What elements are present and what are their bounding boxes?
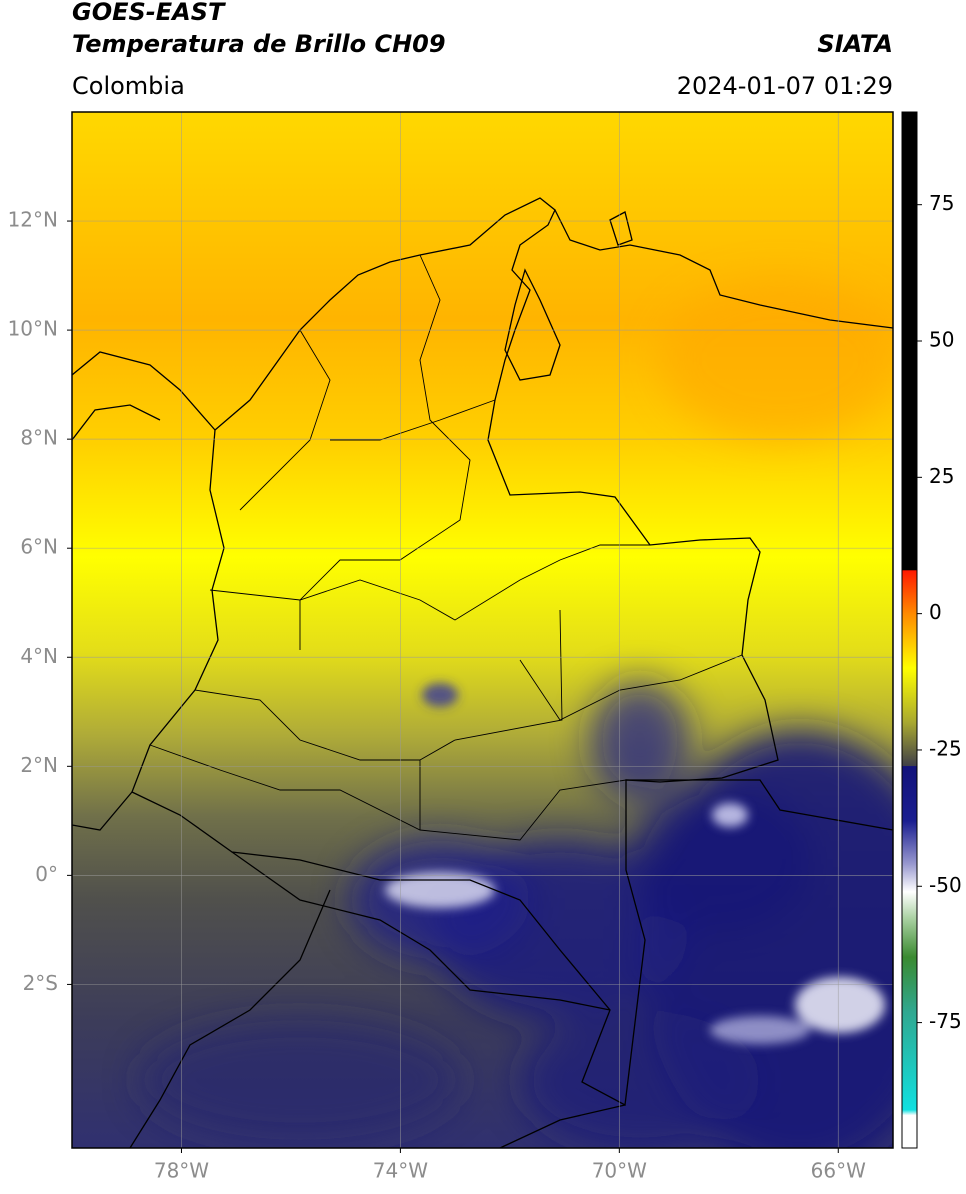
- colorbar-tick-label: -25: [929, 736, 962, 760]
- x-tick-label: 66°W: [811, 1159, 866, 1183]
- y-tick-label: 2°S: [23, 971, 58, 995]
- colorbar-tick-label: -50: [929, 873, 962, 897]
- colorbar-tick-label: 50: [929, 328, 954, 352]
- colorbar-tick-label: 75: [929, 191, 954, 215]
- y-tick-label: 10°N: [8, 317, 58, 341]
- y-tick-label: 0°: [35, 862, 58, 886]
- colorbar: 75 50 25 0 -25 -50 -75: [901, 111, 962, 1149]
- x-tick-label: 74°W: [373, 1159, 428, 1183]
- subtitle: Temperatura de Brillo CH09: [72, 30, 446, 58]
- y-tick-label: 6°N: [20, 535, 58, 559]
- x-tick-label: 70°W: [592, 1159, 647, 1183]
- region: Colombia: [72, 72, 185, 100]
- map-frame: [71, 111, 894, 1149]
- map-imagery: [72, 112, 893, 1148]
- y-tick-label: 4°N: [20, 644, 58, 668]
- y-tick-label: 12°N: [8, 208, 58, 232]
- y-tick-label: 8°N: [20, 426, 58, 450]
- map-axes: 78°W 74°W 70°W 66°W 12°N 10°N 8°N 6°N 4°N 2°N 0° 2°…: [8, 208, 867, 1183]
- title: GOES-EAST: [72, 0, 226, 26]
- colorbar-fill: [901, 111, 918, 1149]
- colorbar-tick-label: 0: [929, 600, 942, 624]
- grid: [72, 112, 893, 1148]
- colorbar-tick-label: 25: [929, 464, 954, 488]
- y-tick-label: 2°N: [20, 753, 58, 777]
- datetime: 2024-01-07 01:29: [677, 72, 893, 100]
- colorbar-tick-label: -75: [929, 1009, 962, 1033]
- x-tick-label: 78°W: [154, 1159, 209, 1183]
- cloud-field: [140, 280, 893, 1148]
- source: SIATA: [817, 30, 893, 58]
- cold-cloud-tops: [385, 683, 885, 1044]
